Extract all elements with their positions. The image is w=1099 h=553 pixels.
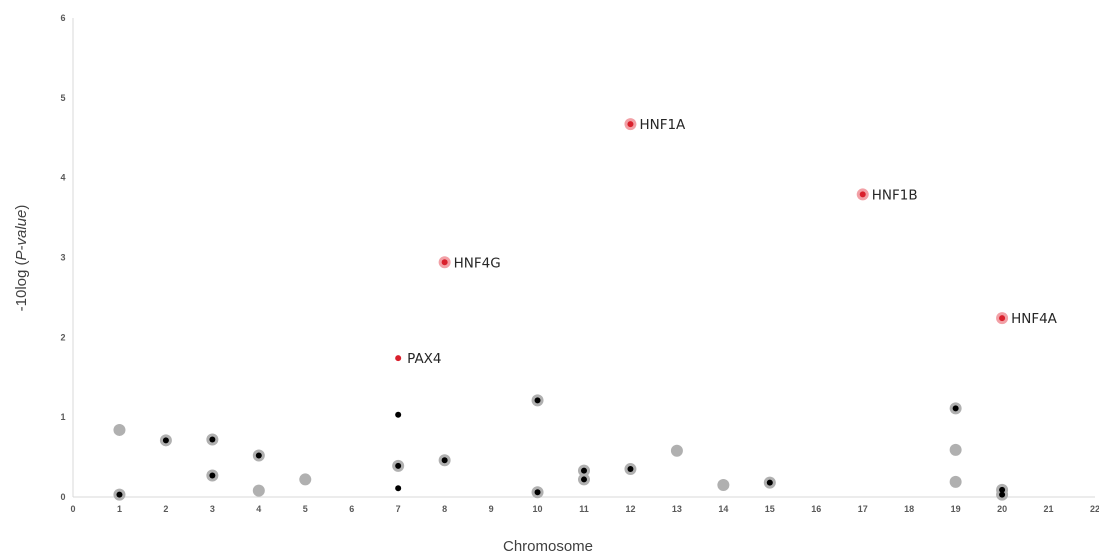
- x-tick-label: 2: [163, 504, 168, 514]
- point-label: HNF1A: [639, 117, 686, 133]
- grey-data-point: [299, 473, 312, 486]
- x-tick-label: 9: [489, 504, 494, 514]
- point-label: PAX4: [407, 351, 441, 367]
- grey-data-point: [113, 423, 126, 436]
- y-tick-label: 5: [60, 93, 65, 103]
- point-label: HNF4G: [454, 255, 501, 271]
- x-tick-label: 13: [672, 504, 682, 514]
- x-tick-labels: 0 1 2 3 4 5 6 7 8 9 10 11 12 13 14 15 16 17 18 19 20 21 22: [70, 504, 1099, 514]
- x-tick-label: 10: [533, 504, 543, 514]
- black-data-point: [395, 462, 402, 469]
- black-data-point: [209, 472, 216, 479]
- point-label: HNF4A: [1011, 311, 1058, 327]
- grey-data-point: [949, 475, 962, 488]
- data-points: [113, 118, 1009, 501]
- x-tick-label: 3: [210, 504, 215, 514]
- black-data-point: [395, 485, 402, 492]
- black-data-point: [209, 436, 216, 443]
- black-data-point: [766, 479, 773, 486]
- x-tick-label: 5: [303, 504, 308, 514]
- grey-data-point: [717, 479, 730, 492]
- x-tick-label: 18: [904, 504, 914, 514]
- y-tick-label: 1: [60, 412, 65, 422]
- x-tick-label: 12: [625, 504, 635, 514]
- point-annotations: HNF1A HNF1B HNF4G HNF4A PAX4: [407, 117, 1058, 367]
- black-data-point: [116, 491, 123, 498]
- point-label: HNF1B: [872, 187, 918, 203]
- black-data-point: [581, 467, 587, 474]
- x-tick-label: 1: [117, 504, 122, 514]
- grey-data-point: [949, 443, 962, 456]
- y-tick-labels: 0 1 2 3 4 5 6: [60, 13, 65, 502]
- highlight-data-point: [441, 259, 448, 266]
- black-data-point: [534, 489, 541, 496]
- x-tick-label: 14: [718, 504, 728, 514]
- y-axis-label: -10log (P-value): [13, 205, 30, 312]
- highlight-data-point: [859, 191, 866, 198]
- black-data-point: [162, 437, 169, 444]
- grey-data-point: [252, 484, 265, 497]
- black-data-point: [627, 466, 634, 473]
- highlight-data-point: [395, 355, 402, 362]
- y-tick-label: 0: [60, 492, 65, 502]
- x-tick-label: 15: [765, 504, 775, 514]
- x-tick-label: 17: [858, 504, 868, 514]
- x-tick-label: 22: [1090, 504, 1099, 514]
- black-data-point: [255, 452, 262, 459]
- x-tick-label: 21: [1044, 504, 1054, 514]
- x-tick-label: 19: [951, 504, 961, 514]
- x-tick-label: 7: [396, 504, 401, 514]
- x-tick-label: 16: [811, 504, 821, 514]
- x-tick-label: 20: [997, 504, 1007, 514]
- black-data-point: [395, 411, 402, 418]
- highlight-data-point: [627, 121, 634, 128]
- y-axis-label-suffix: ): [13, 205, 30, 210]
- y-tick-label: 3: [60, 253, 65, 263]
- y-axis-label-italic: P-value: [13, 210, 30, 261]
- y-tick-label: 4: [60, 173, 65, 183]
- black-data-point: [952, 405, 959, 412]
- y-tick-label: 2: [60, 332, 65, 342]
- black-data-point: [581, 476, 587, 483]
- black-data-point: [999, 491, 1006, 498]
- black-data-point: [441, 457, 448, 464]
- x-tick-label: 6: [349, 504, 354, 514]
- y-tick-label: 6: [60, 13, 65, 23]
- x-tick-label: 11: [579, 504, 589, 514]
- black-data-point: [999, 486, 1006, 493]
- highlight-data-point: [999, 315, 1006, 322]
- x-tick-label: 0: [70, 504, 75, 514]
- y-axis-label-prefix: -10log (: [13, 260, 30, 311]
- x-tick-label: 4: [256, 504, 261, 514]
- x-tick-label: 8: [442, 504, 447, 514]
- axes: [72, 18, 1095, 498]
- black-data-point: [534, 397, 541, 404]
- grey-data-point: [670, 444, 683, 457]
- x-axis-label: Chromosome: [503, 538, 593, 553]
